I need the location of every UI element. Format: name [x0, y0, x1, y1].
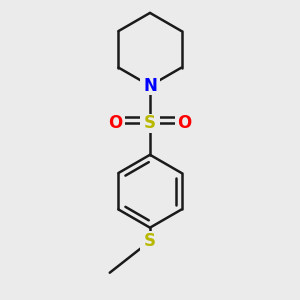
FancyBboxPatch shape [140, 232, 160, 251]
Text: S: S [144, 114, 156, 132]
Text: S: S [144, 232, 156, 250]
Text: O: O [177, 114, 192, 132]
Text: O: O [108, 114, 123, 132]
FancyBboxPatch shape [175, 114, 194, 133]
FancyBboxPatch shape [106, 114, 125, 133]
Text: N: N [143, 77, 157, 95]
FancyBboxPatch shape [140, 114, 160, 133]
FancyBboxPatch shape [140, 76, 160, 95]
